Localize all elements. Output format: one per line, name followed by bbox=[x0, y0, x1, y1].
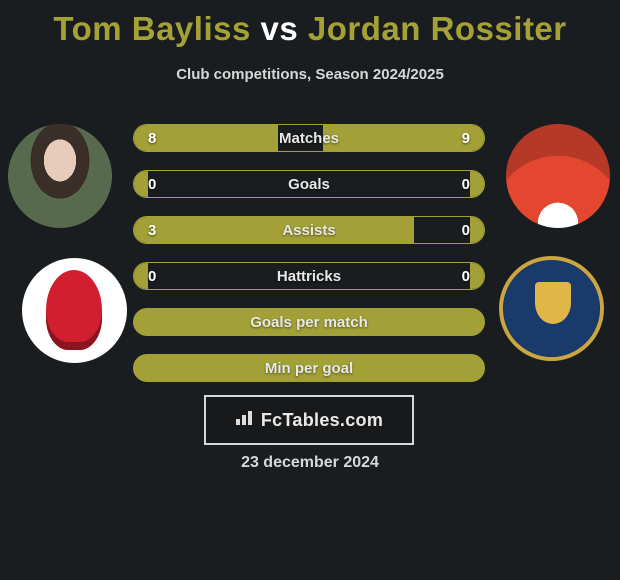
stat-value-right: 9 bbox=[462, 130, 470, 147]
stat-value-right: 0 bbox=[462, 222, 470, 239]
stat-value-right: 0 bbox=[462, 176, 470, 193]
stat-value-left: 0 bbox=[148, 268, 156, 285]
stat-row: Goals per match bbox=[133, 308, 485, 336]
stat-row: Min per goal bbox=[133, 354, 485, 382]
comparison-title: Tom Bayliss vs Jordan Rossiter bbox=[0, 0, 620, 48]
vs-label: vs bbox=[261, 10, 299, 47]
stats-container: Matches89Goals00Assists30Hattricks00Goal… bbox=[133, 124, 485, 400]
branding-text: FcTables.com bbox=[261, 410, 383, 431]
date-label: 23 december 2024 bbox=[0, 454, 620, 472]
stat-label: Goals bbox=[134, 176, 484, 193]
stat-label: Hattricks bbox=[134, 268, 484, 285]
stat-label: Min per goal bbox=[134, 360, 484, 377]
player2-club-badge bbox=[499, 256, 604, 361]
branding-box: FcTables.com bbox=[204, 395, 414, 445]
branding-icon bbox=[235, 410, 255, 431]
stat-row: Hattricks0 0 bbox=[133, 262, 485, 290]
stat-row: Assists3 0 bbox=[133, 216, 485, 244]
player1-club-badge bbox=[22, 258, 127, 363]
season-subtitle: Club competitions, Season 2024/2025 bbox=[0, 66, 620, 83]
player2-avatar bbox=[506, 124, 610, 228]
player1-name: Tom Bayliss bbox=[53, 10, 250, 47]
stat-label: Matches bbox=[134, 130, 484, 147]
stat-value-right: 0 bbox=[462, 268, 470, 285]
stat-row: Matches8 9 bbox=[133, 124, 485, 152]
stat-value-left: 8 bbox=[148, 130, 156, 147]
stat-value-left: 0 bbox=[148, 176, 156, 193]
stat-value-left: 3 bbox=[148, 222, 156, 239]
player2-name: Jordan Rossiter bbox=[308, 10, 567, 47]
player1-avatar bbox=[8, 124, 112, 228]
stat-label: Goals per match bbox=[134, 314, 484, 331]
stat-label: Assists bbox=[134, 222, 484, 239]
stat-row: Goals0 0 bbox=[133, 170, 485, 198]
